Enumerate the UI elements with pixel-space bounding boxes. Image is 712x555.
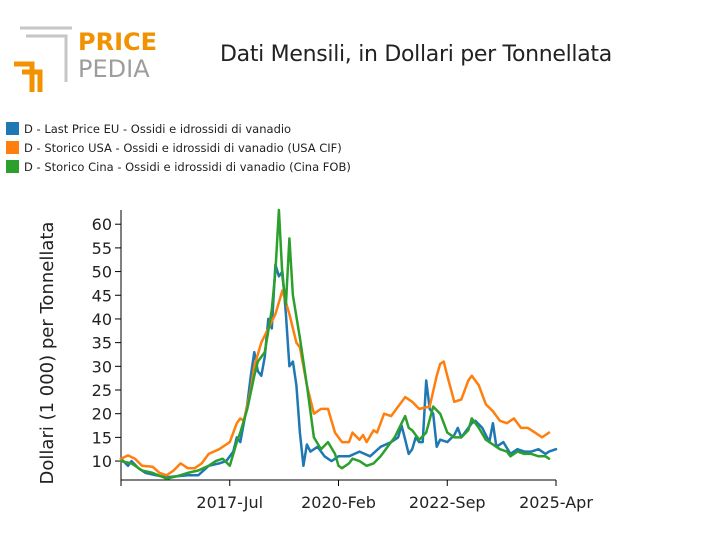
x-tick-label: 2022-Sep xyxy=(409,493,486,512)
legend-swatch-eu xyxy=(6,122,19,135)
y-tick-label: 10 xyxy=(92,452,112,471)
y-tick-label: 50 xyxy=(92,263,112,282)
logo-arrow-inner xyxy=(22,69,43,92)
pricepedia-logo: PRICE PEDIA xyxy=(6,22,166,92)
logo-line2: PEDIA xyxy=(78,55,150,83)
y-tick-label: 35 xyxy=(92,334,112,353)
y-tick-label: 60 xyxy=(92,215,112,234)
legend-label-eu: D - Last Price EU - Ossidi e idrossidi d… xyxy=(24,121,292,136)
legend-item-cina: D - Storico Cina - Ossidi e idrossidi di… xyxy=(6,157,351,176)
y-tick-label: 55 xyxy=(92,239,112,258)
chart-axes: 10 15 20 25 30 35 40 45 50 55 60 2017-Jul 2020-Feb 20… xyxy=(92,210,593,512)
logo-mark: PRICE PEDIA xyxy=(14,26,157,92)
series-line-2 xyxy=(119,208,551,480)
logo-frame-inner xyxy=(26,34,68,82)
legend-label-usa: D - Storico USA - Ossidi e idrossidi di … xyxy=(24,140,342,155)
series-line-0 xyxy=(119,263,558,479)
chart-lines xyxy=(119,208,558,480)
series-line-1 xyxy=(119,289,551,477)
legend-swatch-cina xyxy=(6,160,19,173)
y-tick-label: 25 xyxy=(92,381,112,400)
y-tick-label: 20 xyxy=(92,405,112,424)
y-tick-label: 45 xyxy=(92,286,112,305)
y-tick-label: 30 xyxy=(92,357,112,376)
chart-title: Dati Mensili, in Dollari per Tonnellata xyxy=(220,42,612,67)
legend-label-cina: D - Storico Cina - Ossidi e idrossidi di… xyxy=(24,159,351,174)
x-tick-label: 2025-Apr xyxy=(519,493,593,512)
logo-line1: PRICE xyxy=(78,28,157,56)
legend-item-eu: D - Last Price EU - Ossidi e idrossidi d… xyxy=(6,119,351,138)
legend: D - Last Price EU - Ossidi e idrossidi d… xyxy=(6,119,351,176)
y-tick-label: 40 xyxy=(92,310,112,329)
logo-arrow-outer xyxy=(14,61,35,92)
x-tick-label: 2017-Jul xyxy=(196,493,263,512)
y-axis-label: Dollari (1 000) per Tonnellata xyxy=(37,222,58,485)
x-tick-label: 2020-Feb xyxy=(301,493,376,512)
legend-item-usa: D - Storico USA - Ossidi e idrossidi di … xyxy=(6,138,351,157)
legend-swatch-usa xyxy=(6,141,19,154)
line-chart: 10 15 20 25 30 35 40 45 50 55 60 2017-Jul 2020-Feb 20… xyxy=(37,208,593,512)
y-tick-label: 15 xyxy=(92,428,112,447)
